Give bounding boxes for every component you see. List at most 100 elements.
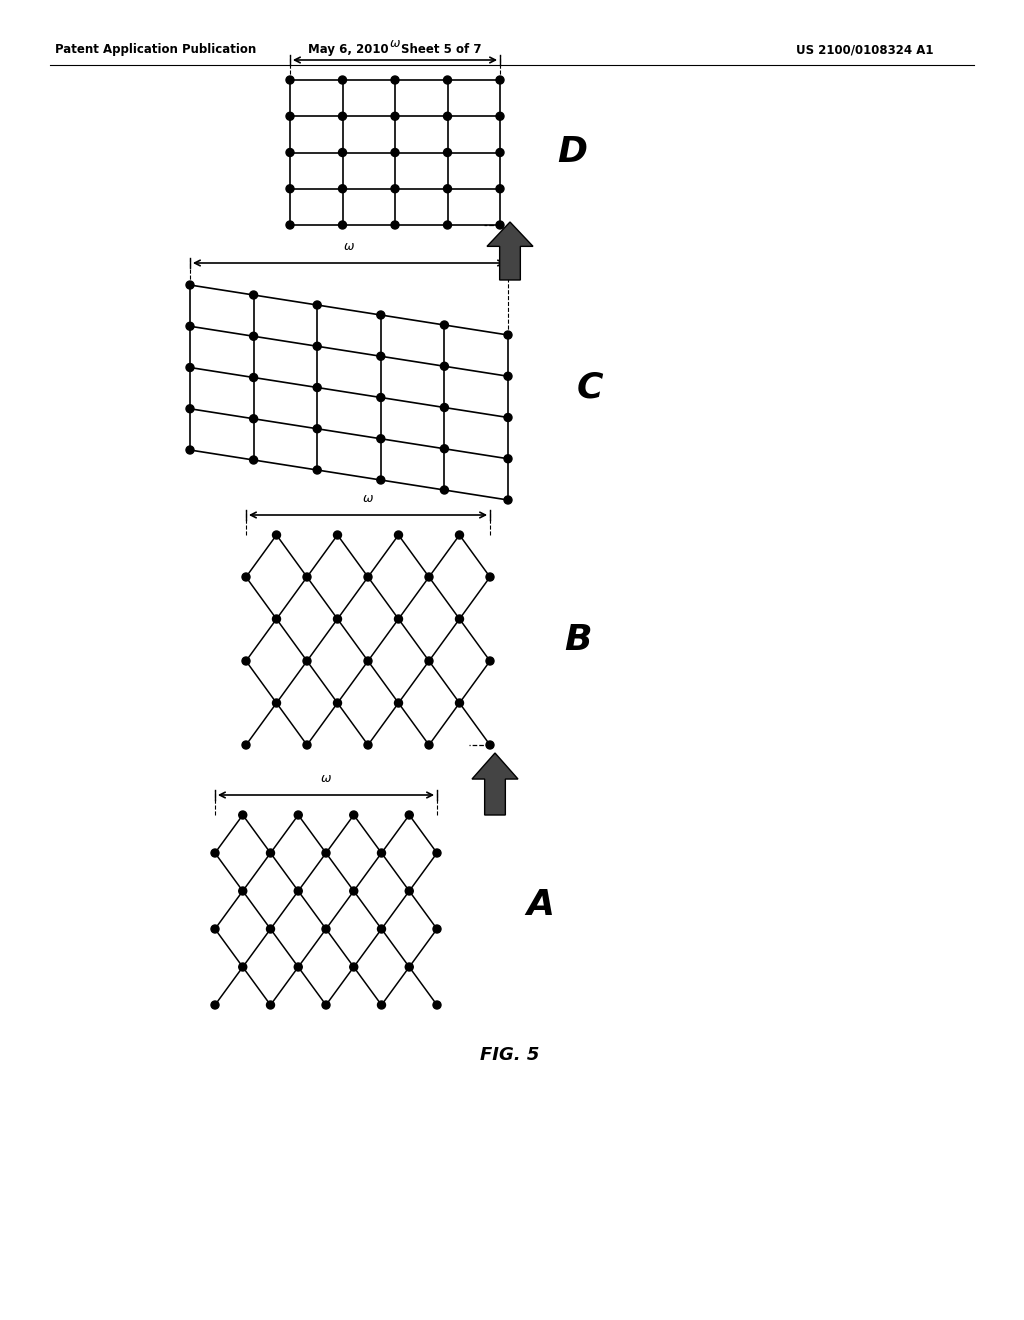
Circle shape <box>339 112 346 120</box>
Circle shape <box>440 404 449 412</box>
Circle shape <box>486 573 494 581</box>
Circle shape <box>364 657 372 665</box>
Circle shape <box>391 77 399 84</box>
Circle shape <box>504 496 512 504</box>
Circle shape <box>339 149 346 157</box>
Circle shape <box>425 741 433 748</box>
Circle shape <box>322 925 330 933</box>
Circle shape <box>313 425 322 433</box>
Circle shape <box>250 414 258 422</box>
Circle shape <box>425 657 433 665</box>
Circle shape <box>313 384 322 392</box>
Circle shape <box>186 363 194 371</box>
Circle shape <box>272 700 281 708</box>
Text: ω: ω <box>362 492 374 506</box>
Circle shape <box>186 322 194 330</box>
Text: FIG. 5: FIG. 5 <box>480 1045 540 1064</box>
Circle shape <box>266 849 274 857</box>
Circle shape <box>334 531 341 539</box>
Circle shape <box>350 964 357 972</box>
Circle shape <box>211 849 219 857</box>
Circle shape <box>313 342 322 350</box>
Circle shape <box>350 810 357 818</box>
Circle shape <box>504 413 512 421</box>
Circle shape <box>391 112 399 120</box>
Circle shape <box>239 887 247 895</box>
Circle shape <box>406 887 414 895</box>
Circle shape <box>443 149 452 157</box>
Circle shape <box>339 77 346 84</box>
Polygon shape <box>487 222 534 280</box>
Circle shape <box>286 185 294 193</box>
Circle shape <box>378 925 385 933</box>
Circle shape <box>440 362 449 370</box>
Circle shape <box>440 486 449 494</box>
Circle shape <box>294 887 302 895</box>
Circle shape <box>186 446 194 454</box>
Circle shape <box>286 149 294 157</box>
Circle shape <box>433 1001 441 1008</box>
Circle shape <box>377 312 385 319</box>
Circle shape <box>242 573 250 581</box>
Circle shape <box>433 925 441 933</box>
Circle shape <box>378 1001 385 1008</box>
Circle shape <box>406 964 414 972</box>
Circle shape <box>504 455 512 463</box>
Circle shape <box>303 741 311 748</box>
Circle shape <box>239 964 247 972</box>
Circle shape <box>443 77 452 84</box>
Circle shape <box>394 615 402 623</box>
Text: B: B <box>564 623 592 657</box>
Circle shape <box>364 741 372 748</box>
Circle shape <box>303 573 311 581</box>
Circle shape <box>313 301 322 309</box>
Circle shape <box>377 393 385 401</box>
Circle shape <box>286 77 294 84</box>
Text: US 2100/0108324 A1: US 2100/0108324 A1 <box>797 44 934 57</box>
Circle shape <box>322 849 330 857</box>
Circle shape <box>443 220 452 228</box>
Circle shape <box>391 220 399 228</box>
Circle shape <box>496 112 504 120</box>
Circle shape <box>496 149 504 157</box>
Circle shape <box>334 615 341 623</box>
Circle shape <box>377 434 385 442</box>
Circle shape <box>211 1001 219 1008</box>
Circle shape <box>440 321 449 329</box>
Circle shape <box>294 964 302 972</box>
Circle shape <box>486 741 494 748</box>
Circle shape <box>250 374 258 381</box>
Circle shape <box>294 810 302 818</box>
Text: ω: ω <box>344 240 354 253</box>
Circle shape <box>313 466 322 474</box>
Circle shape <box>250 455 258 465</box>
Polygon shape <box>472 752 518 814</box>
Circle shape <box>303 657 311 665</box>
Circle shape <box>339 185 346 193</box>
Circle shape <box>496 185 504 193</box>
Circle shape <box>504 372 512 380</box>
Circle shape <box>272 615 281 623</box>
Circle shape <box>211 925 219 933</box>
Circle shape <box>334 700 341 708</box>
Text: ω: ω <box>390 37 400 50</box>
Circle shape <box>496 220 504 228</box>
Circle shape <box>496 77 504 84</box>
Text: Patent Application Publication: Patent Application Publication <box>55 44 256 57</box>
Circle shape <box>504 331 512 339</box>
Circle shape <box>350 887 357 895</box>
Circle shape <box>433 849 441 857</box>
Text: F: F <box>507 257 513 267</box>
Text: A: A <box>526 888 554 921</box>
Circle shape <box>440 445 449 453</box>
Text: C: C <box>577 371 603 404</box>
Circle shape <box>266 1001 274 1008</box>
Circle shape <box>394 700 402 708</box>
Circle shape <box>486 657 494 665</box>
Circle shape <box>378 849 385 857</box>
Circle shape <box>186 281 194 289</box>
Circle shape <box>406 810 414 818</box>
Circle shape <box>339 220 346 228</box>
Circle shape <box>364 573 372 581</box>
Circle shape <box>377 477 385 484</box>
